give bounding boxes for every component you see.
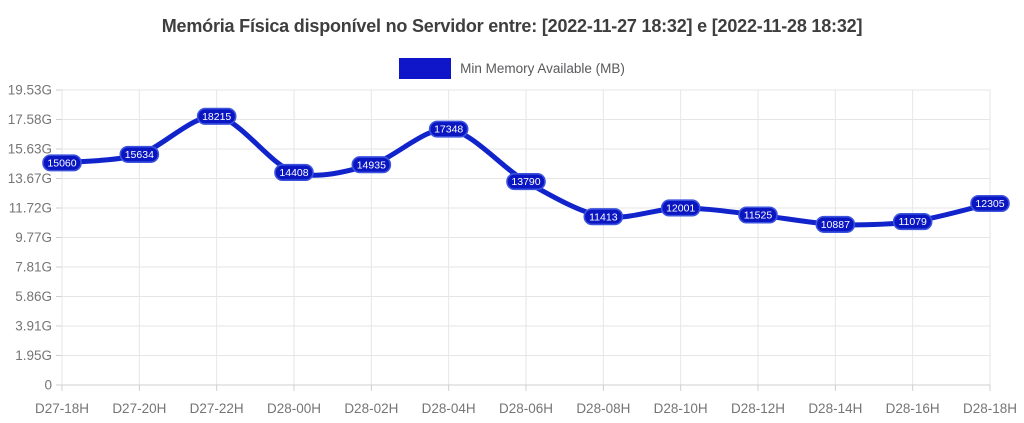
point-label[interactable]: 12001 — [660, 199, 701, 217]
y-tick-label: 0 — [44, 378, 52, 393]
point-label-box — [660, 199, 701, 217]
point-label-value: 15060 — [47, 157, 76, 169]
x-tick-label: D28-10H — [654, 401, 708, 416]
point-label-box — [815, 215, 856, 233]
point-label-value: 11525 — [744, 210, 773, 222]
point-label[interactable]: 14935 — [351, 156, 392, 174]
y-tick-label: 17.58G — [8, 112, 52, 127]
point-label-box — [119, 145, 160, 163]
point-label-value: 10887 — [821, 219, 850, 231]
y-tick-label: 13.67G — [8, 171, 52, 186]
point-label-value: 13790 — [511, 176, 540, 188]
point-label-box — [738, 206, 778, 224]
y-tick-label: 11.72G — [9, 201, 52, 216]
x-tick-label: D28-02H — [344, 401, 398, 416]
x-tick-label: D28-16H — [886, 401, 940, 416]
x-tick-label: D28-14H — [808, 401, 862, 416]
point-label[interactable]: 10887 — [815, 215, 856, 233]
point-label[interactable]: 18215 — [196, 107, 237, 125]
point-label[interactable]: 11413 — [583, 208, 624, 226]
point-label-value: 12001 — [666, 203, 695, 215]
legend-label: Min Memory Available (MB) — [460, 61, 625, 76]
point-label[interactable]: 14408 — [274, 163, 314, 182]
x-tick-label: D28-06H — [499, 401, 553, 416]
point-label-value: 18215 — [202, 111, 231, 123]
point-label[interactable]: 15634 — [119, 145, 160, 163]
point-label-value: 14935 — [357, 159, 386, 171]
y-tick-label: 5.86G — [15, 289, 52, 304]
x-tick-label: D28-00H — [267, 401, 321, 416]
point-label[interactable]: 15060 — [42, 154, 82, 172]
chart-legend: Min Memory Available (MB) — [0, 58, 1024, 79]
x-tick-label: D27-22H — [190, 401, 244, 416]
legend-item-min-memory[interactable]: Min Memory Available (MB) — [399, 58, 625, 79]
y-tick-label: 1.95G — [15, 348, 52, 363]
point-label-value: 11079 — [898, 216, 927, 228]
point-label-box — [274, 163, 314, 182]
point-label-box — [42, 154, 82, 172]
point-label-box — [892, 213, 933, 231]
x-tick-label: D27-20H — [112, 401, 166, 416]
point-label[interactable]: 17348 — [428, 120, 469, 138]
point-label-value: 17348 — [434, 124, 463, 136]
point-label-box — [583, 208, 624, 226]
y-tick-label: 19.53G — [8, 83, 52, 98]
point-label-value: 14408 — [279, 167, 308, 179]
legend-swatch-icon — [399, 58, 452, 79]
chart-title: Memória Física disponível no Servidor en… — [161, 16, 863, 36]
x-tick-label: D28-08H — [576, 401, 630, 416]
point-label-box — [196, 107, 237, 125]
x-tick-label: D28-04H — [422, 401, 476, 416]
y-tick-label: 9.77G — [15, 230, 52, 245]
point-label[interactable]: 12305 — [970, 194, 1010, 213]
x-tick-label: D28-12H — [731, 401, 785, 416]
point-label[interactable]: 11079 — [892, 213, 933, 231]
point-label-box — [428, 120, 469, 138]
y-tick-label: 7.81G — [15, 260, 52, 275]
point-label-box — [351, 156, 392, 174]
point-label[interactable]: 11525 — [738, 206, 778, 224]
x-tick-label: D28-18H — [963, 401, 1017, 416]
point-label-box — [506, 173, 546, 191]
point-label-box — [970, 194, 1010, 213]
y-tick-label: 15.63G — [8, 142, 52, 157]
x-tick-label: D27-18H — [35, 401, 89, 416]
point-label[interactable]: 13790 — [506, 173, 546, 191]
y-tick-label: 3.91G — [15, 319, 52, 334]
point-label-value: 12305 — [975, 198, 1004, 210]
point-label-value: 15634 — [125, 149, 154, 161]
point-label-value: 11413 — [589, 211, 618, 223]
